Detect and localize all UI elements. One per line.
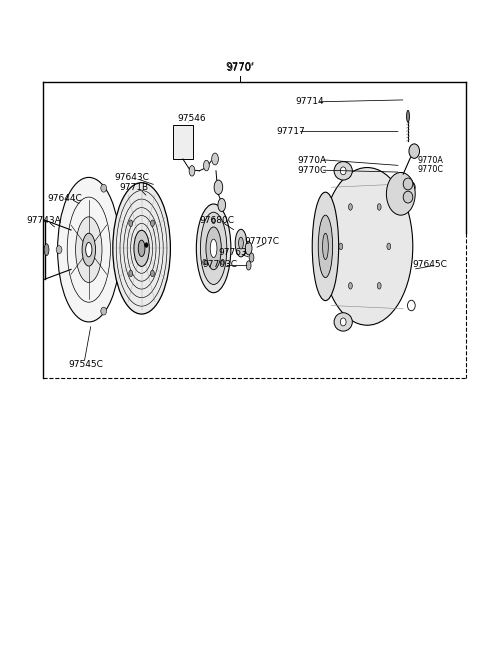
Ellipse shape bbox=[196, 204, 231, 293]
Text: 97645C: 97645C bbox=[413, 260, 448, 269]
Text: 9770A: 9770A bbox=[298, 156, 327, 166]
Ellipse shape bbox=[312, 193, 339, 301]
Ellipse shape bbox=[407, 110, 409, 122]
Ellipse shape bbox=[348, 204, 352, 210]
Ellipse shape bbox=[377, 283, 381, 289]
Ellipse shape bbox=[387, 243, 391, 250]
Ellipse shape bbox=[239, 237, 243, 249]
Ellipse shape bbox=[82, 233, 96, 266]
Ellipse shape bbox=[206, 227, 221, 270]
Text: 97743A: 97743A bbox=[26, 215, 61, 225]
Ellipse shape bbox=[212, 217, 215, 223]
Ellipse shape bbox=[403, 178, 413, 190]
Bar bbox=[173, 125, 193, 159]
Text: 97763: 97763 bbox=[218, 248, 247, 258]
Ellipse shape bbox=[249, 253, 254, 262]
Text: 9771B: 9771B bbox=[119, 183, 148, 193]
Ellipse shape bbox=[340, 318, 346, 326]
Ellipse shape bbox=[113, 183, 170, 314]
Ellipse shape bbox=[214, 180, 223, 194]
Ellipse shape bbox=[408, 182, 415, 193]
Ellipse shape bbox=[134, 231, 149, 267]
Ellipse shape bbox=[101, 307, 107, 315]
Ellipse shape bbox=[56, 246, 62, 254]
Text: 97680C: 97680C bbox=[199, 215, 234, 225]
Ellipse shape bbox=[129, 220, 132, 227]
Ellipse shape bbox=[212, 153, 218, 165]
Text: 97714: 97714 bbox=[295, 97, 324, 106]
Ellipse shape bbox=[409, 144, 420, 158]
Ellipse shape bbox=[318, 215, 333, 277]
Text: 97703C: 97703C bbox=[203, 260, 238, 269]
Text: 97546: 97546 bbox=[178, 114, 206, 123]
Text: 9770C: 9770C bbox=[298, 166, 327, 175]
Ellipse shape bbox=[189, 166, 195, 176]
Text: 97717: 97717 bbox=[276, 127, 305, 136]
Ellipse shape bbox=[334, 162, 352, 180]
Ellipse shape bbox=[246, 261, 251, 270]
Ellipse shape bbox=[145, 242, 148, 248]
Ellipse shape bbox=[386, 173, 415, 215]
Ellipse shape bbox=[129, 270, 132, 277]
Text: 9770A: 9770A bbox=[418, 156, 444, 166]
Ellipse shape bbox=[322, 168, 413, 325]
Text: 9770': 9770' bbox=[227, 63, 253, 73]
Text: 97545C: 97545C bbox=[69, 360, 104, 369]
Ellipse shape bbox=[138, 240, 145, 256]
Ellipse shape bbox=[340, 167, 346, 175]
Ellipse shape bbox=[218, 198, 226, 212]
Ellipse shape bbox=[377, 204, 381, 210]
Ellipse shape bbox=[85, 242, 92, 257]
Ellipse shape bbox=[101, 184, 107, 192]
Ellipse shape bbox=[221, 260, 225, 265]
Text: 9770C: 9770C bbox=[418, 165, 444, 174]
Ellipse shape bbox=[403, 191, 413, 203]
Text: 97644C: 97644C bbox=[47, 194, 82, 203]
Ellipse shape bbox=[44, 244, 49, 256]
Ellipse shape bbox=[75, 217, 102, 283]
Ellipse shape bbox=[204, 160, 209, 171]
Text: 9770': 9770' bbox=[226, 62, 254, 72]
Ellipse shape bbox=[408, 300, 415, 311]
Text: 97707C: 97707C bbox=[245, 237, 280, 246]
Ellipse shape bbox=[151, 270, 155, 277]
Ellipse shape bbox=[58, 177, 120, 322]
Ellipse shape bbox=[151, 220, 155, 227]
Ellipse shape bbox=[245, 242, 252, 255]
Ellipse shape bbox=[339, 243, 343, 250]
Ellipse shape bbox=[210, 239, 217, 258]
Text: 97643C: 97643C bbox=[114, 173, 149, 182]
Ellipse shape bbox=[200, 212, 227, 284]
Ellipse shape bbox=[334, 313, 352, 331]
Ellipse shape bbox=[235, 229, 247, 257]
Ellipse shape bbox=[203, 260, 206, 265]
Ellipse shape bbox=[348, 283, 352, 289]
Ellipse shape bbox=[323, 233, 328, 260]
